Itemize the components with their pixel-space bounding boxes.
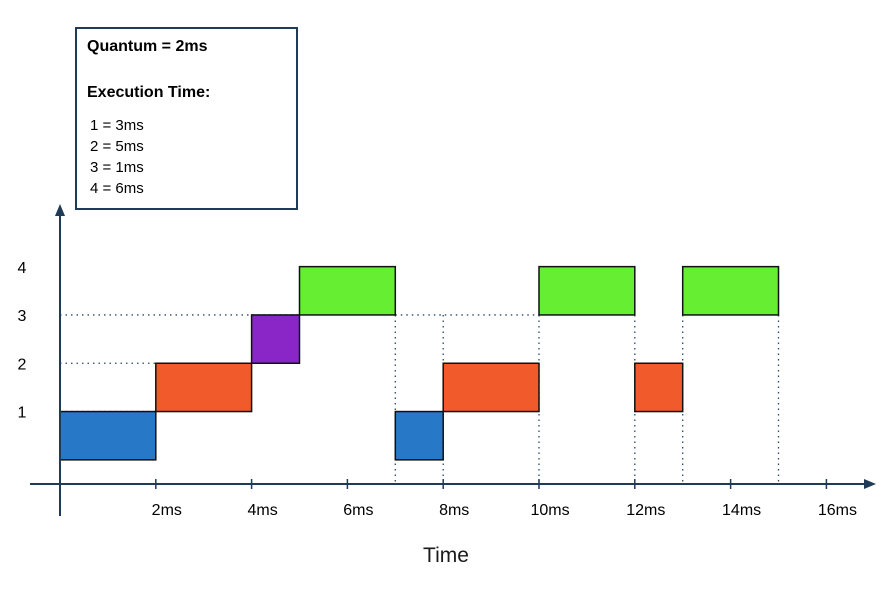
legend-box: Quantum = 2ms Execution Time: 1 = 3ms 2 … [75, 27, 298, 210]
y-tick-labels: 1 2 3 4 [18, 260, 27, 422]
execution-time-list: 1 = 3ms 2 = 5ms 3 = 1ms 4 = 6ms [90, 115, 144, 199]
process-1-bar [394, 410, 444, 461]
y-tick-label: 3 [18, 308, 27, 325]
y-tick-label: 2 [18, 356, 27, 373]
execution-time-item: 2 = 5ms [90, 138, 144, 155]
axes [30, 204, 876, 516]
y-tick-label: 1 [18, 405, 27, 422]
process-1-bar [59, 410, 157, 461]
execution-time-item: 4 = 6ms [90, 180, 144, 197]
x-tick-label: 12ms [626, 502, 665, 519]
process-4-bar [681, 265, 780, 316]
x-tick-label: 4ms [247, 502, 277, 519]
process-2-bar [442, 362, 540, 413]
x-tick-label: 10ms [530, 502, 569, 519]
execution-time-heading: Execution Time: [87, 84, 211, 101]
execution-time-item: 1 = 3ms [90, 117, 144, 134]
process-4-bar [298, 265, 397, 316]
process-2-bar [634, 362, 684, 413]
x-tick-label: 16ms [818, 502, 857, 519]
y-axis-arrow [55, 204, 65, 216]
process-4-bar [538, 265, 636, 316]
quantum-label: Quantum = 2ms [87, 38, 208, 55]
x-tick-label: 6ms [343, 502, 373, 519]
x-tick-label: 14ms [722, 502, 761, 519]
x-axis-arrow [864, 479, 876, 489]
x-tick-label: 2ms [152, 502, 182, 519]
execution-time-item: 3 = 1ms [90, 159, 144, 176]
x-tick-label: 8ms [439, 502, 469, 519]
y-tick-label: 4 [18, 260, 27, 277]
bars [59, 265, 780, 461]
x-axis-label: Time [423, 544, 469, 567]
process-3-bar [250, 314, 301, 365]
x-tick-labels: 2ms 4ms 6ms 8ms 10ms 12ms 14ms 16ms [152, 502, 857, 519]
process-2-bar [155, 362, 253, 413]
